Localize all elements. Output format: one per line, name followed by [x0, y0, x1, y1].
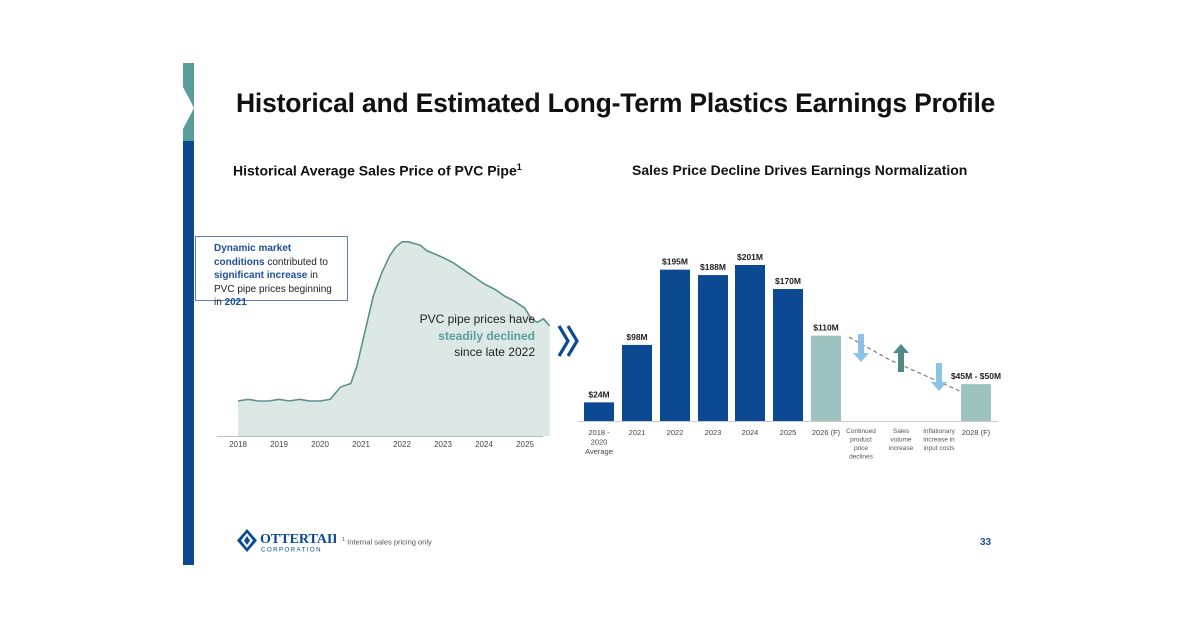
category-label-line: Average	[585, 447, 613, 456]
bar-value-label: $24M	[588, 389, 609, 399]
x-tick-label: 2020	[311, 440, 329, 449]
category-label-line: 2025	[780, 428, 797, 437]
arrow-up-icon	[893, 344, 909, 372]
driver-label-line: declines	[849, 454, 874, 461]
pvc-price-line	[237, 240, 551, 402]
footnote: 1 Internal sales pricing only	[342, 537, 432, 547]
left-accent-bar	[183, 63, 194, 565]
category-label-line: 2024	[742, 428, 759, 437]
driver-label-line: Inflationary	[923, 428, 956, 435]
x-tick-label: 2023	[434, 440, 452, 449]
bar-value-label: $195M	[662, 257, 688, 267]
annotation-line-2: steadily declined	[438, 328, 535, 343]
logo-subtext: CORPORATION	[261, 547, 322, 554]
left-chart-title-text: Historical Average Sales Price of PVC Pi…	[233, 162, 517, 179]
driver-label: Continued product price declines	[846, 428, 876, 461]
driver-label-line: price	[854, 445, 868, 452]
category-label-line: 2028 (F)	[962, 428, 991, 437]
x-tick-label: 2019	[270, 440, 288, 449]
right-chart-title: Sales Price Decline Drives Earnings Norm…	[632, 162, 968, 178]
bar-value-label: $170M	[775, 276, 801, 286]
driver-label-line: product	[850, 437, 872, 444]
arrow-down-icon	[853, 334, 869, 362]
bar-value-label: $110M	[813, 323, 839, 333]
pvc-price-area	[238, 241, 550, 436]
ottertail-logo: OTTERTAIL CORPORATION	[237, 529, 336, 554]
x-tick-label: 2022	[393, 440, 411, 449]
driver-label-line: increase	[889, 445, 914, 452]
bar-value-label: $188M	[700, 262, 726, 272]
market-conditions-callout: Dynamic market conditions contributed to…	[195, 236, 348, 308]
category-label-line: 2021	[629, 428, 646, 437]
bar	[584, 402, 614, 421]
driver-label: Inflationary increase in input costs	[923, 428, 956, 452]
callout-text-3: significant increase	[214, 270, 308, 281]
x-tick-label: 2021	[352, 440, 370, 449]
category-label: 2024	[742, 428, 759, 437]
category-label: 2018 -2020 Average	[585, 428, 613, 456]
earnings-bar-chart: $24M $98M $195M $188M $201M $170M $110M $45M - …	[578, 252, 1001, 461]
footnote-marker: 1	[516, 162, 522, 172]
pvc-price-area-chart: 2018 2019 2020 2021 2022 2023 2024 2025	[217, 240, 551, 449]
driver-label-line: input costs	[923, 445, 955, 452]
bar	[961, 384, 991, 421]
footnote-number: 1	[342, 537, 346, 543]
category-label: 2021	[629, 428, 646, 437]
bar	[773, 289, 803, 421]
logo-wordmark: OTTERTAIL	[260, 532, 336, 547]
category-label: 2028 (F)	[962, 428, 991, 437]
bar	[660, 269, 690, 421]
arrow-down-icon	[931, 363, 947, 391]
bar	[735, 264, 765, 421]
category-label: 2026 (F)	[812, 428, 841, 437]
x-axis-line	[217, 436, 543, 437]
driver-label-line: volume	[891, 437, 912, 444]
x-tick-label: 2025	[516, 440, 534, 449]
bar-value-label: $45M - $50M	[951, 371, 1001, 381]
driver-label: Sales volume increase	[889, 428, 914, 452]
bar-value-label: $201M	[737, 252, 763, 262]
bar	[811, 335, 841, 421]
bar	[698, 275, 728, 421]
bar	[622, 344, 652, 421]
category-label: 2025	[780, 428, 797, 437]
callout-text-2: contributed to	[264, 256, 328, 268]
category-label-line: 2022	[667, 428, 684, 437]
bar-value-label: $98M	[626, 332, 647, 342]
footnote-text: Internal sales pricing only	[345, 537, 432, 547]
callout-text-1: Dynamic market conditions	[214, 243, 292, 268]
category-label-line: 2018 -	[588, 428, 610, 437]
x-tick-label: 2018	[229, 440, 247, 449]
annotation-line-1: PVC pipe prices have	[419, 312, 535, 326]
category-label-line: 2023	[705, 428, 722, 437]
category-label: 2022	[667, 428, 684, 437]
page-title: Historical and Estimated Long-Term Plast…	[236, 88, 996, 118]
price-decline-annotation: PVC pipe prices have steadily declined s…	[392, 311, 535, 361]
page-number: 33	[980, 537, 992, 548]
callout-text-4: in PVC pipe prices beginning in	[214, 270, 332, 308]
annotation-line-3: since late 2022	[454, 345, 535, 359]
driver-label-line: increase in	[923, 437, 955, 444]
callout-text-5: 2021	[224, 297, 247, 308]
x-tick-label: 2024	[475, 440, 493, 449]
driver-label-line: Continued	[846, 428, 876, 435]
left-chart-title: Historical Average Sales Price of PVC Pi…	[233, 162, 522, 179]
category-label-line: 2026 (F)	[812, 428, 841, 437]
driver-label-line: Sales	[893, 428, 910, 435]
category-label-line: 2020	[591, 438, 608, 447]
double-chevron-icon	[557, 325, 579, 357]
category-label: 2023	[705, 428, 722, 437]
